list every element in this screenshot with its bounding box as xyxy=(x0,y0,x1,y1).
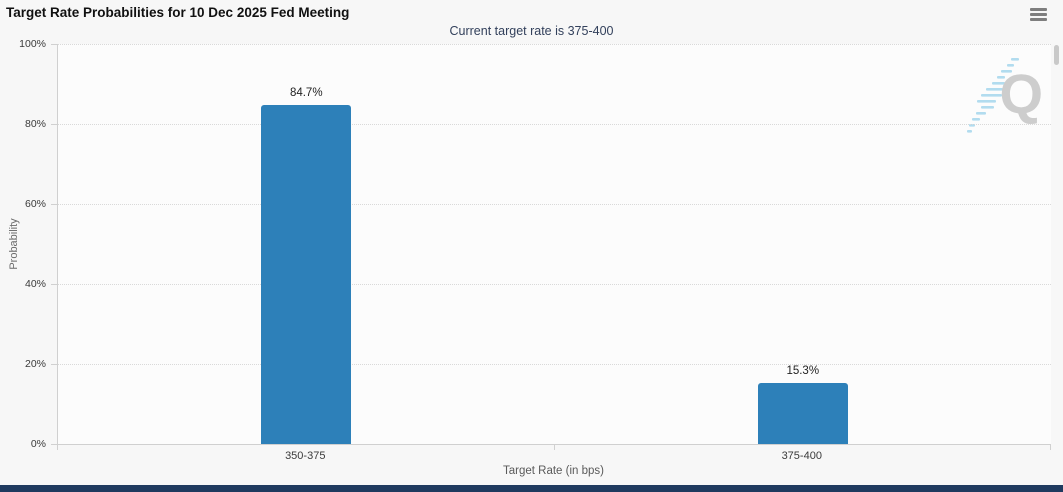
chart-subtitle: Current target rate is 375-400 xyxy=(449,24,614,38)
probability-bar[interactable] xyxy=(261,105,352,444)
y-tick-mark xyxy=(51,44,57,45)
y-gridline xyxy=(58,204,1051,205)
bar-value-label: 84.7% xyxy=(289,87,323,100)
watermark-swoosh-icon xyxy=(967,58,1019,133)
y-tick-label: 0% xyxy=(30,438,46,450)
plot-area: Q 84.7% 15.3% xyxy=(57,44,1051,445)
y-gridline xyxy=(58,44,1051,45)
hamburger-icon xyxy=(1030,13,1047,16)
y-tick-mark xyxy=(51,444,57,445)
chart-context-menu-button[interactable] xyxy=(1030,8,1047,22)
y-axis-ticks xyxy=(51,44,57,445)
y-tick-label: 100% xyxy=(19,38,46,50)
y-tick-label: 40% xyxy=(24,278,46,290)
chart-title: Target Rate Probabilities for 10 Dec 202… xyxy=(6,5,350,20)
y-tick-label: 60% xyxy=(24,198,46,210)
y-tick-mark xyxy=(51,284,57,285)
x-axis-title: Target Rate (in bps) xyxy=(503,465,604,477)
x-axis-labels: 350-375 375-400 xyxy=(57,450,1050,464)
x-tick-mark xyxy=(553,445,555,450)
x-axis-ticks xyxy=(57,445,1051,450)
y-tick-mark xyxy=(51,204,57,205)
x-tick-mark xyxy=(57,445,58,450)
y-axis-labels: 0% 20% 40% 60% 80% 100% xyxy=(0,38,50,450)
x-tick-label: 375-400 xyxy=(781,450,822,462)
q-logo-icon: Q xyxy=(999,62,1043,125)
y-gridline xyxy=(58,364,1051,365)
probability-bar[interactable] xyxy=(757,382,848,444)
y-gridline xyxy=(58,284,1051,285)
footer-bar xyxy=(0,485,1063,492)
hamburger-icon xyxy=(1030,8,1047,11)
scrollbar-thumb[interactable] xyxy=(1054,45,1059,65)
x-tick-mark xyxy=(1050,445,1051,450)
y-tick-mark xyxy=(51,124,57,125)
y-gridline xyxy=(58,124,1051,125)
x-tick-label: 350-375 xyxy=(285,450,326,462)
quikstrike-watermark: Q xyxy=(965,52,1045,152)
y-tick-mark xyxy=(51,364,57,365)
bar-value-label: 15.3% xyxy=(786,364,820,377)
y-tick-label: 20% xyxy=(24,358,46,370)
hamburger-icon xyxy=(1030,18,1047,21)
y-tick-label: 80% xyxy=(24,118,46,130)
